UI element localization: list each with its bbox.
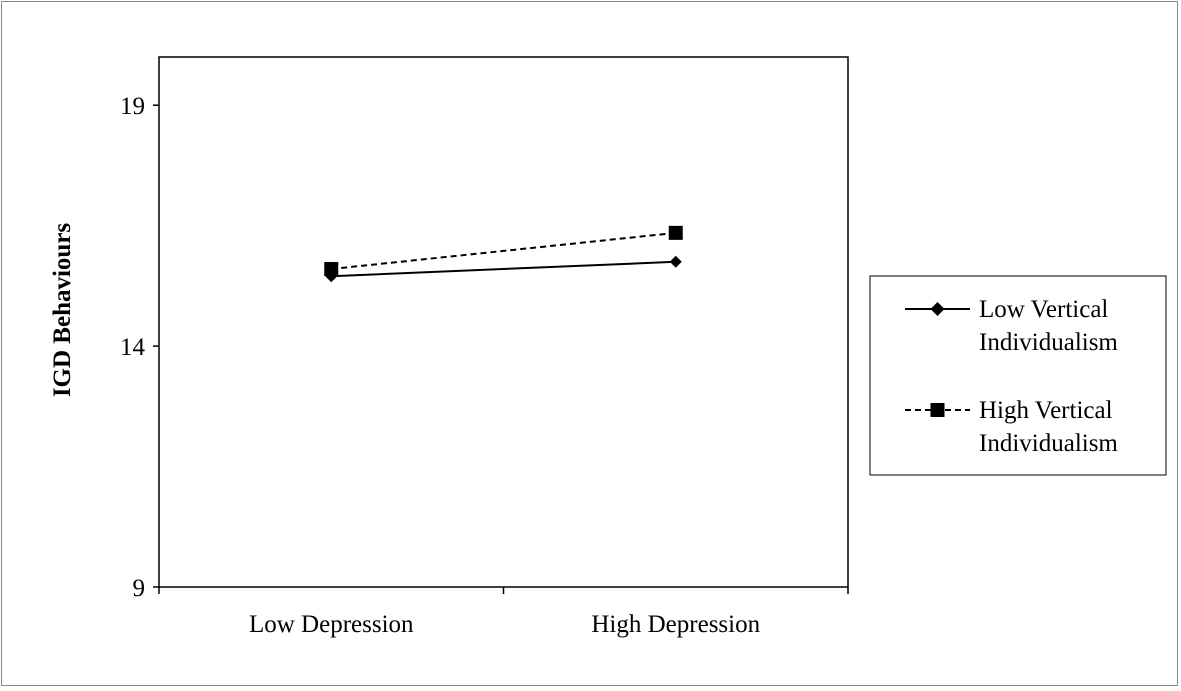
data-point-square [324, 262, 339, 276]
y-axis-title: IGD Behaviours [49, 223, 76, 398]
y-tick-label: 14 [120, 334, 146, 361]
legend-label-1-line-2: Individualism [979, 430, 1118, 457]
legend-diamond-marker [930, 302, 945, 316]
series-line-1 [331, 231, 676, 270]
y-axis-ticks: 9 14 19 [120, 93, 159, 602]
data-point-square [668, 225, 683, 240]
plot-area [158, 56, 849, 588]
x-tick-label: Low Depression [249, 611, 414, 638]
y-tick-label: 9 [133, 575, 146, 602]
legend-square-marker [930, 403, 945, 417]
x-tick-label: High Depression [591, 611, 760, 638]
x-axis-ticks: Low Depression High Depression [158, 587, 849, 638]
legend: Low Vertical Individualism High Vertical… [869, 275, 1167, 476]
data-point-diamond [669, 255, 682, 268]
series-layer [324, 225, 683, 283]
series-line-0 [331, 260, 676, 278]
y-tick-label: 19 [120, 93, 145, 120]
legend-item-0: Low Vertical Individualism [905, 296, 1118, 356]
legend-label-1-line-1: High Vertical [979, 397, 1113, 424]
legend-item-1: High Vertical Individualism [905, 397, 1118, 457]
legend-label-0-line-1: Low Vertical [979, 296, 1108, 323]
legend-label-0-line-2: Individualism [979, 329, 1118, 356]
